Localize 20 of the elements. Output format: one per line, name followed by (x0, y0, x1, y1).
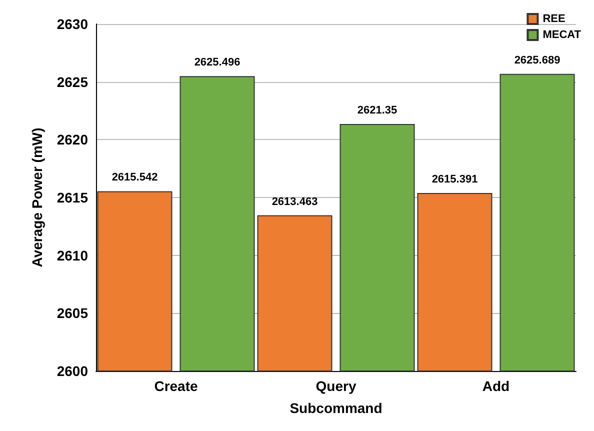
data-label: 2625.496 (194, 56, 240, 69)
legend-label: MECAT (542, 29, 582, 41)
data-label: 2625.689 (514, 54, 560, 66)
x-tick-label: Query (316, 378, 356, 394)
data-label: 2613.463 (272, 196, 318, 208)
data-label: 2615.542 (112, 172, 158, 184)
data-label: 2621.35 (357, 104, 398, 117)
legend-label: REE (542, 13, 566, 25)
y-tick-label: 2625 (56, 74, 88, 90)
y-axis-title: Average Power (mW) (29, 128, 45, 268)
y-tick-label: 2610 (56, 247, 88, 264)
y-tick-label: 2600 (56, 363, 88, 379)
y-tick-label: 2615 (56, 190, 88, 206)
x-tick-label: Add (482, 378, 510, 394)
y-tick-label: 2630 (56, 16, 88, 32)
x-tick-label: Create (154, 378, 198, 394)
data-label: 2615.391 (432, 173, 478, 186)
y-tick-label: 2620 (56, 132, 88, 148)
x-axis-title: Subcommand (290, 400, 382, 416)
y-tick-label: 2605 (56, 305, 88, 322)
